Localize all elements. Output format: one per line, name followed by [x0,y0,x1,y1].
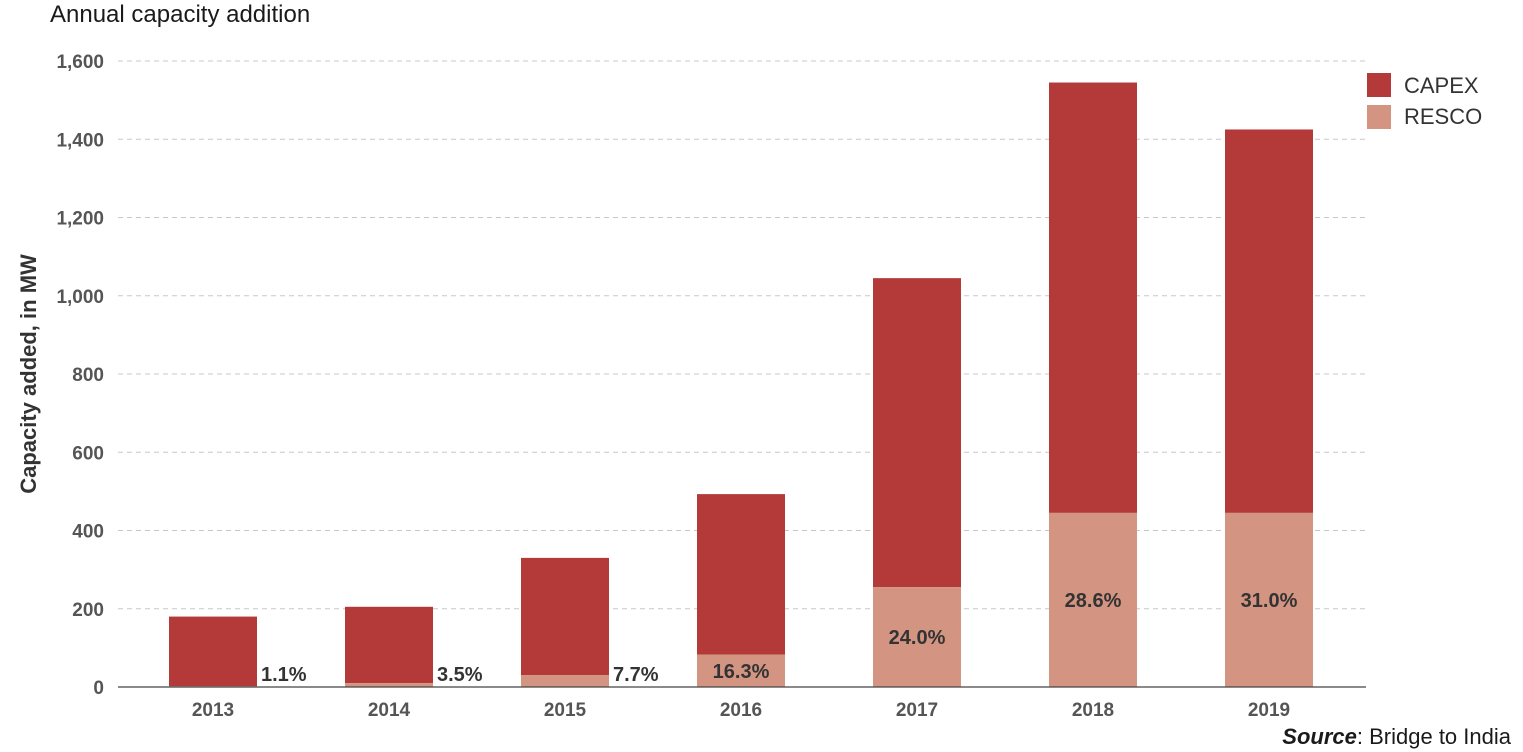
y-tick-label: 600 [72,443,104,464]
bar-resco [1049,512,1137,687]
x-tick-label: 2014 [368,700,411,721]
legend-label-resco: RESCO [1404,104,1482,129]
resco-share-label: 3.5% [437,664,483,686]
resco-share-label: 31.0% [1241,590,1298,612]
legend-swatch-capex [1367,73,1391,97]
x-tick-label: 2017 [896,700,938,721]
resco-share-label: 7.7% [613,664,659,686]
y-tick-label: 1,000 [56,287,104,308]
y-tick-label: 0 [93,678,104,699]
bar-resco [521,675,609,687]
y-axis-ticks: 0 200 400 600 800 1,000 1,200 1,400 1,600 [56,52,104,699]
source-text: : Bridge to India [1357,724,1512,749]
resco-share-label: 28.6% [1065,590,1122,612]
bar-capex [1225,129,1313,513]
y-tick-label: 1,200 [56,209,104,230]
source-label: Source [1282,724,1357,749]
resco-share-labels: 1.1% 3.5% 7.7% 16.3% 24.0% 28.6% 31.0% [261,590,1298,686]
resco-share-label: 24.0% [889,627,946,649]
chart-title: Annual capacity addition [50,1,310,28]
bar-capex [169,616,257,687]
grid-lines [118,60,1366,610]
x-axis-ticks: 2013 2014 2015 2016 2017 2018 2019 [192,700,1290,721]
x-tick-label: 2015 [544,700,587,721]
x-tick-label: 2016 [720,700,762,721]
legend: CAPEX RESCO [1367,73,1482,129]
resco-share-label: 16.3% [713,661,770,683]
source-note: Source: Bridge to India [1282,724,1511,749]
y-tick-label: 1,600 [56,52,104,73]
y-axis-label: Capacity added, in MW [16,254,41,494]
x-tick-label: 2013 [192,700,234,721]
bar-capex [1049,82,1137,513]
bar-capex [873,278,961,588]
x-tick-label: 2019 [1248,700,1290,721]
bar-resco [873,587,961,687]
bar-resco [345,683,433,687]
resco-share-label: 1.1% [261,664,307,686]
bar-capex [521,557,609,676]
bar-capex [345,606,433,684]
legend-label-capex: CAPEX [1404,73,1479,98]
bar-resco [697,654,785,687]
y-tick-label: 200 [72,600,104,621]
bars [169,82,1313,687]
x-tick-label: 2018 [1072,700,1114,721]
legend-swatch-resco [1367,105,1391,129]
bar-capex [697,494,785,655]
y-tick-label: 400 [72,522,104,543]
bar-resco [1225,512,1313,687]
y-tick-label: 800 [72,365,104,386]
y-tick-label: 1,400 [56,130,104,151]
